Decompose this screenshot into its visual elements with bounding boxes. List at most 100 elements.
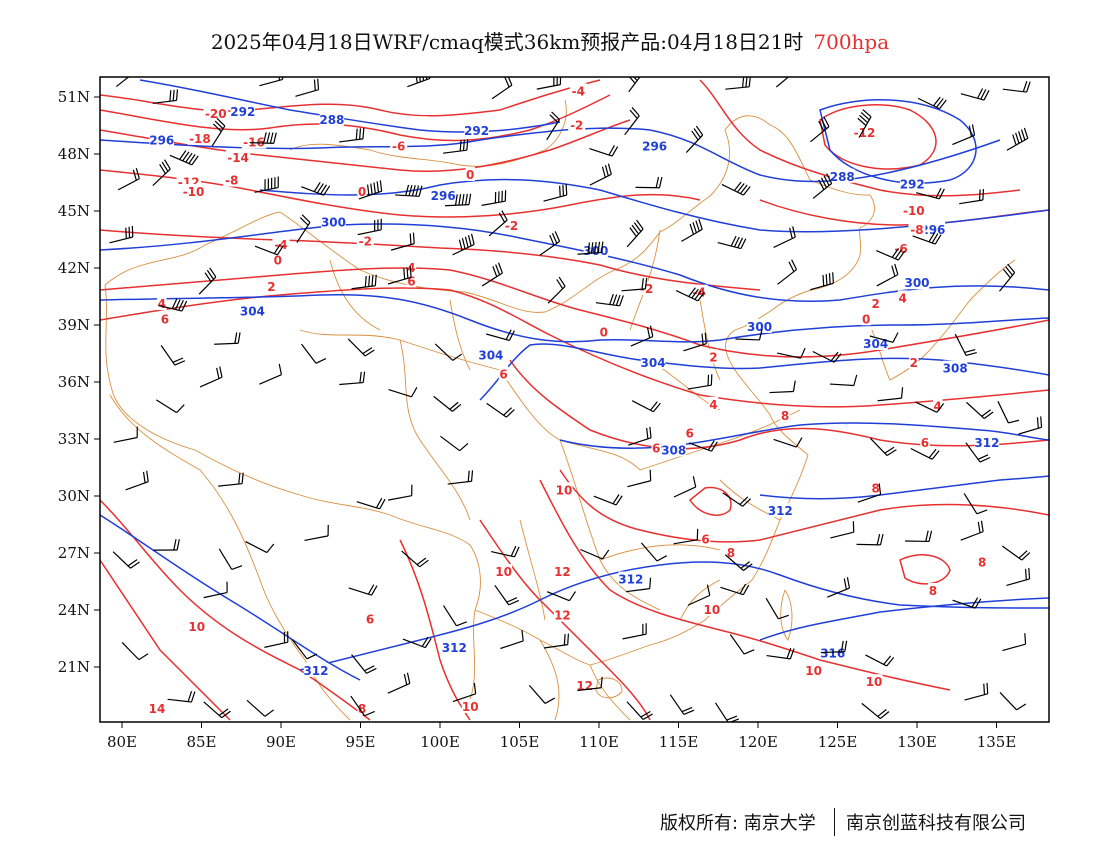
height-label: 288: [830, 170, 855, 184]
wind-barb: [912, 232, 942, 245]
height-label: 292: [900, 177, 925, 191]
temp-label: -4: [572, 84, 585, 98]
temp-label: 0: [274, 253, 282, 267]
temp-label-bg: [223, 172, 241, 187]
wind-barb: [153, 539, 180, 551]
temp-label: 6: [701, 533, 709, 547]
wind-barb: [117, 168, 140, 191]
height-label-bg: [149, 132, 174, 147]
height-label: 288: [319, 113, 344, 127]
wind-barb: [916, 187, 945, 200]
wind-barb: [777, 259, 798, 285]
height-label: 300: [747, 320, 772, 334]
temp-label: 8: [929, 584, 937, 598]
title-text: 2025年04月18日WRF/cmaq模式36km预报产品:04月18日21时: [210, 30, 804, 54]
wind-barb: [395, 184, 423, 197]
wind-barb: [869, 332, 899, 343]
wind-barb: [627, 469, 652, 488]
temp-label: -6: [392, 139, 405, 153]
wind-barb: [203, 581, 228, 599]
wind-barb: [1002, 633, 1027, 652]
temp-label: -8: [225, 174, 238, 188]
temp-label-bg: [148, 700, 166, 715]
temp-label-bg: [357, 700, 367, 715]
wind-barb: [735, 329, 763, 341]
wind-barb: [673, 528, 699, 545]
wind-barb: [720, 583, 750, 596]
wind-barb: [351, 654, 377, 674]
height-label-bg: [640, 355, 666, 369]
wind-barb: [856, 533, 884, 546]
height-line: [100, 293, 1049, 343]
lat-tick-label: 36N: [58, 373, 90, 391]
wind-barb: [917, 96, 947, 110]
height-label: 304: [863, 337, 888, 351]
wind-barb: [494, 584, 520, 606]
height-label: 292: [230, 105, 255, 119]
temp-label-bg: [406, 273, 417, 288]
temp-label-bg: [188, 619, 206, 634]
wind-barb: [595, 293, 624, 307]
lon-tick-label: 120E: [738, 733, 778, 751]
temp-label: 4: [933, 400, 941, 414]
wind-barb: [547, 276, 566, 304]
height-label-bg: [642, 138, 667, 153]
temp-label-bg: [928, 583, 938, 597]
height-label-bg: [230, 104, 256, 119]
wind-barb: [211, 117, 226, 147]
temp-label: 0: [358, 185, 366, 199]
wind-barb: [434, 343, 463, 361]
lon-tick-label: 95E: [345, 733, 375, 751]
temp-label-bg: [365, 611, 375, 626]
mongolia-border: [289, 99, 567, 167]
wind-barb: [685, 125, 704, 153]
temp-label: 8: [978, 556, 986, 570]
lat-tick-label: 39N: [58, 316, 90, 334]
height-label: 304: [478, 348, 503, 362]
lon-tick-label: 90E: [266, 733, 296, 751]
wind-barb: [543, 633, 570, 649]
temp-label-bg: [897, 290, 908, 305]
height-label: 304: [240, 305, 265, 319]
temp-label: 10: [805, 664, 822, 678]
height-label: 308: [661, 443, 686, 457]
temperature-contours: [100, 79, 1049, 721]
china-border-west: [104, 284, 481, 611]
wind-barb: [254, 176, 279, 193]
wind-barb: [960, 520, 984, 541]
wind-barb: [402, 636, 432, 649]
wind-barb: [869, 437, 897, 457]
temp-line: [688, 486, 732, 516]
temp-label: 4: [158, 297, 166, 311]
temp-label-bg: [932, 398, 943, 413]
wind-barb: [861, 702, 890, 719]
temp-label: 2: [709, 350, 717, 364]
temp-label-bg: [599, 324, 609, 339]
height-label-bg: [464, 123, 489, 138]
height-label-bg: [430, 187, 456, 202]
wind-barb: [113, 426, 138, 443]
wind-barb: [635, 176, 663, 189]
temp-label: 10: [556, 483, 573, 497]
height-label: 312: [442, 641, 467, 655]
wind-barb: [528, 684, 556, 704]
temp-line: [100, 169, 701, 218]
lon-tick-label: 115E: [659, 733, 699, 751]
temp-label: -8: [910, 223, 923, 237]
temp-label: 0: [862, 312, 870, 326]
lon-tick-label: 110E: [579, 733, 619, 751]
height-label-bg: [321, 214, 346, 229]
temp-label: 6: [921, 436, 929, 450]
wind-barb: [301, 343, 327, 364]
wind-barb: [810, 272, 834, 291]
wind-barb: [351, 274, 377, 290]
temp-label-bg: [909, 355, 919, 369]
wind-barb: [198, 267, 217, 295]
lon-tick-label: 80E: [107, 733, 137, 751]
lat-tick-label: 33N: [58, 430, 90, 448]
wind-barb: [626, 219, 644, 248]
temp-label: -10: [903, 204, 925, 218]
temp-label: 8: [871, 481, 879, 495]
temp-label: 4: [899, 291, 907, 305]
